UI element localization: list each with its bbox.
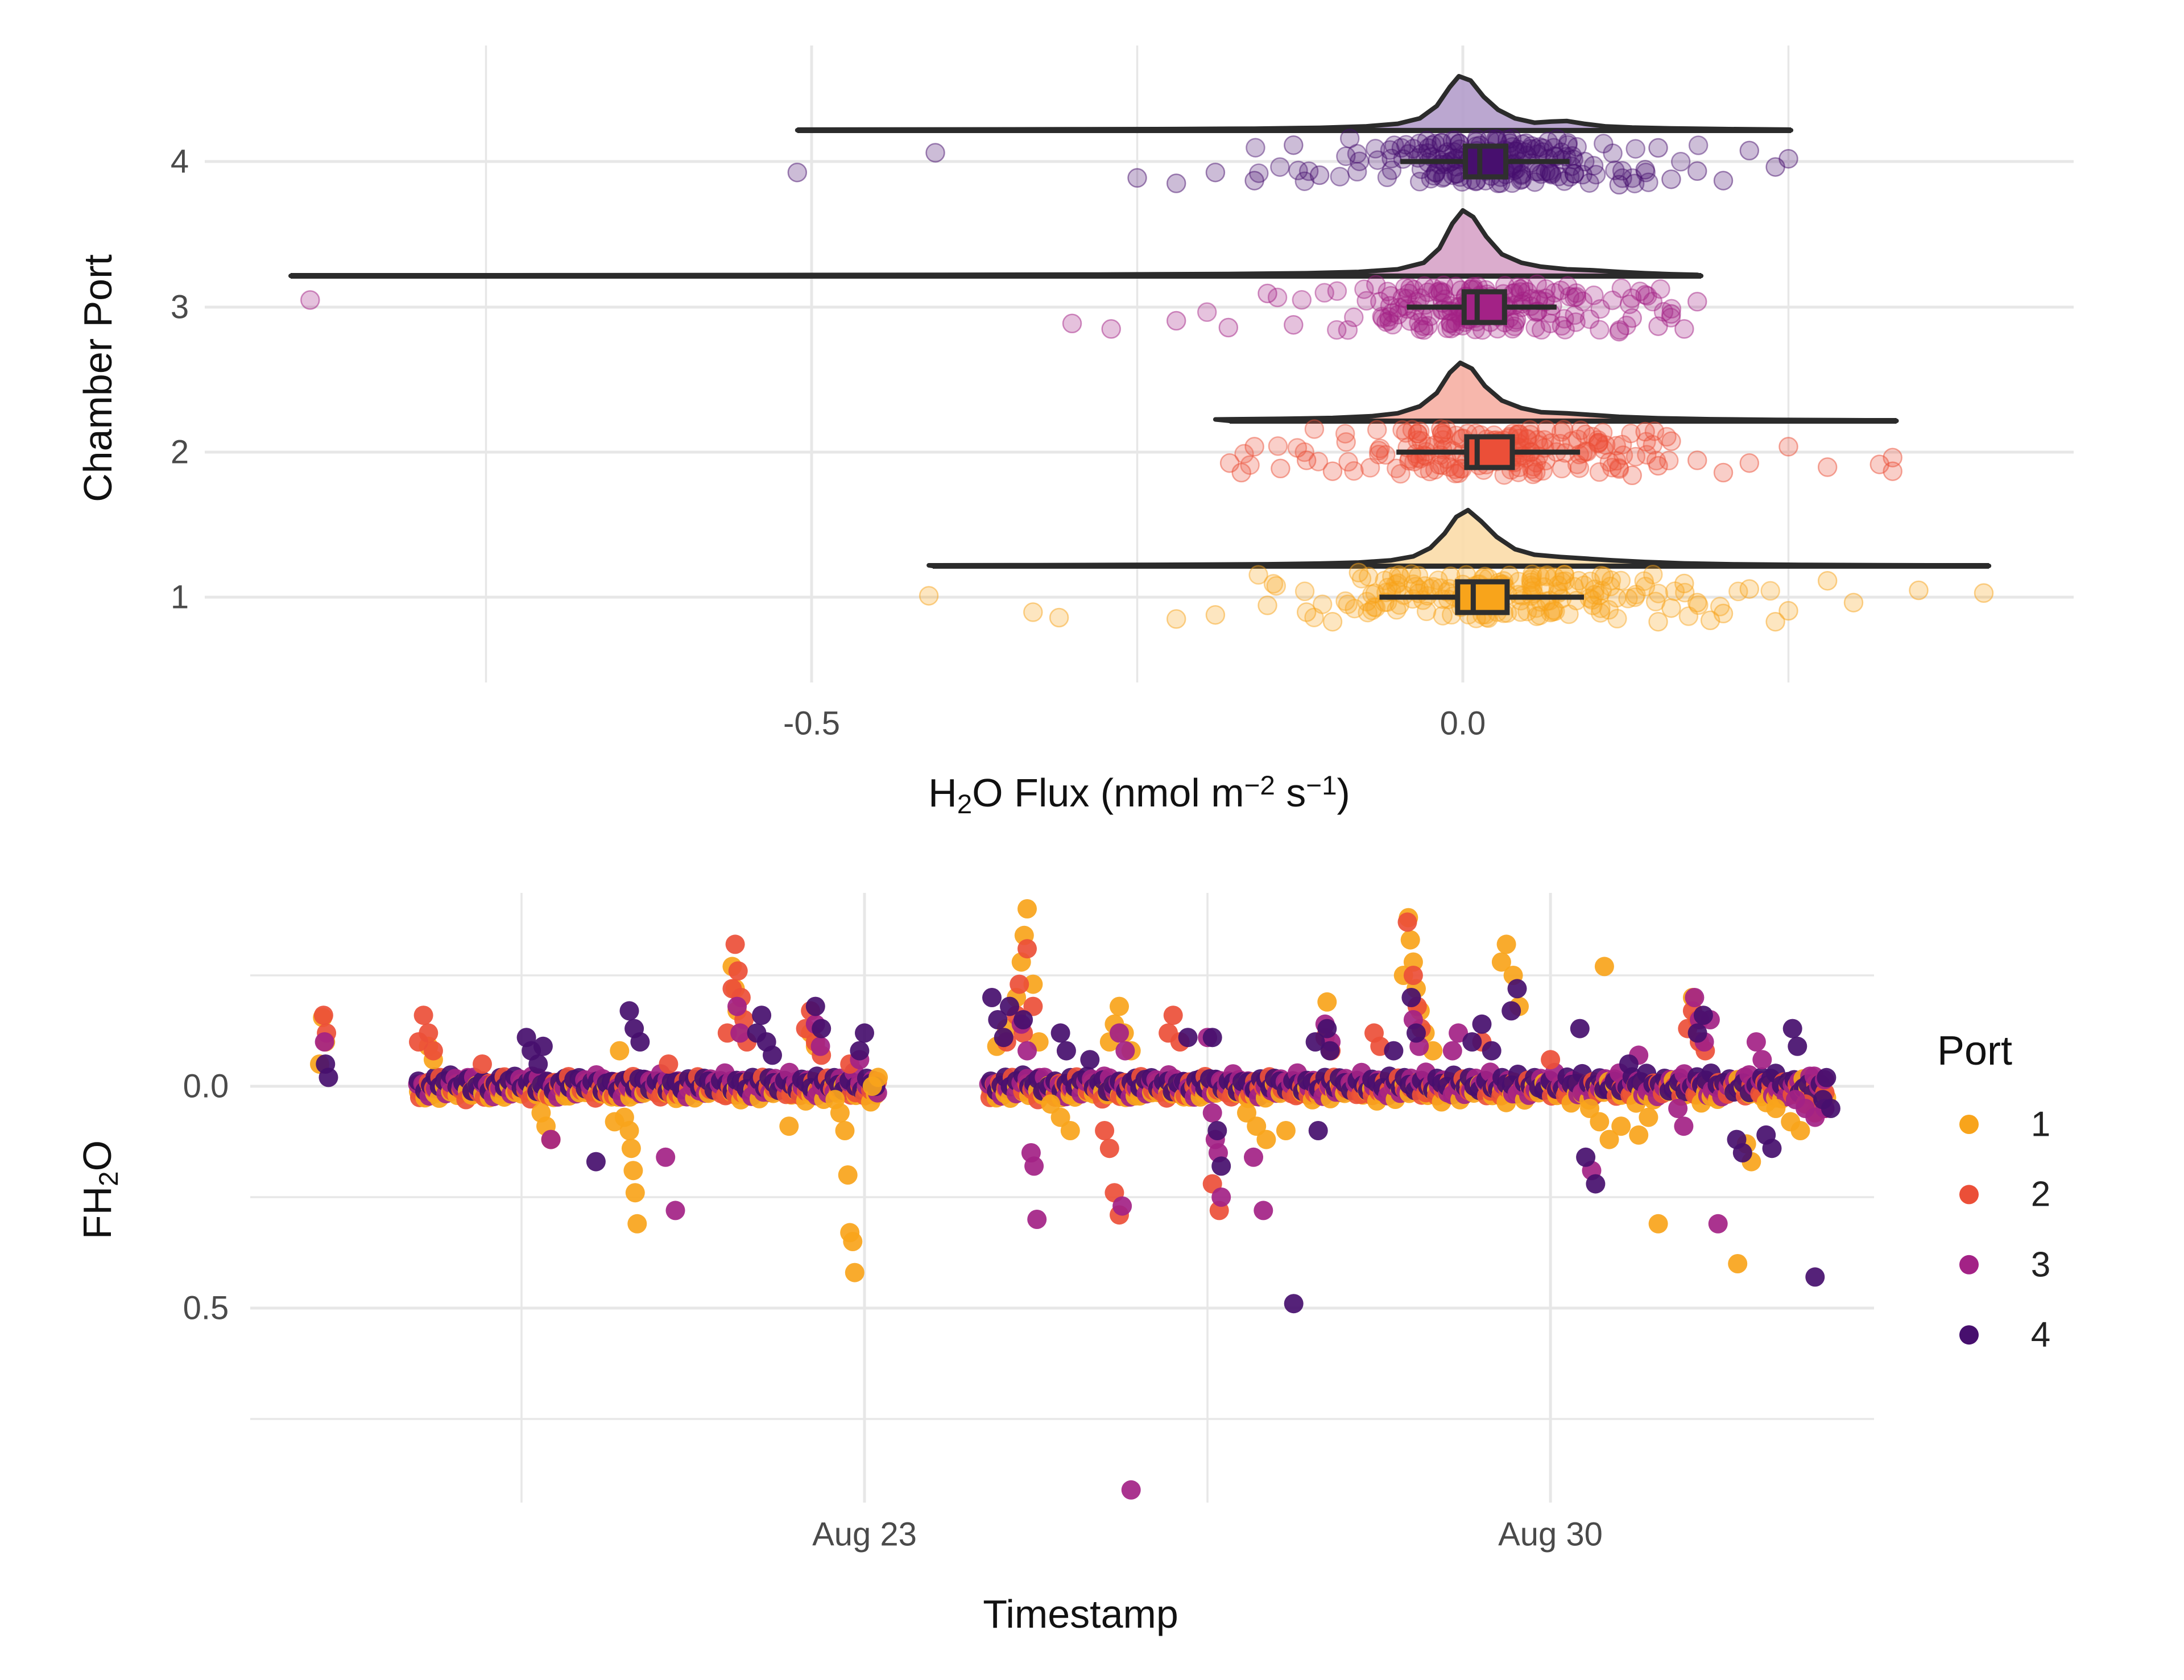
legend-item-label-2: 2 — [2030, 1174, 2051, 1214]
top-x-tick-00: 0.0 — [1440, 705, 1486, 742]
legend-item-label-1: 1 — [2030, 1104, 2051, 1144]
top-x-tick-neg05: -0.5 — [783, 705, 840, 742]
top-y-tick-4: 4 — [170, 143, 189, 180]
bottom-y-tick-05: 0.5 — [183, 1289, 229, 1327]
top-y-axis-title: Chamber Port — [76, 254, 120, 502]
legend-item-label-3: 3 — [2030, 1245, 2051, 1285]
bottom-y-axis-title: FH2O — [75, 1140, 125, 1240]
bottom-x-tick-aug30: Aug 30 — [1498, 1516, 1603, 1553]
bottom-y-tick-00: 0.0 — [183, 1067, 229, 1105]
top-y-tick-2: 2 — [170, 433, 189, 471]
legend-item-label-4: 4 — [2030, 1315, 2051, 1355]
top-y-tick-3: 3 — [170, 288, 189, 326]
top-y-tick-1: 1 — [170, 578, 189, 616]
legend-title: Port — [1937, 1028, 2013, 1074]
bottom-x-tick-aug23: Aug 23 — [812, 1516, 917, 1553]
top-x-axis-title: H2O Flux (nmol m−2 s−1) — [928, 770, 1350, 820]
bottom-x-axis-title: Timestamp — [983, 1592, 1178, 1636]
